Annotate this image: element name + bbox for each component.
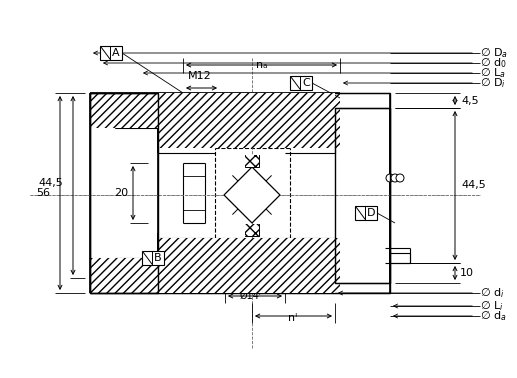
Circle shape	[391, 174, 399, 182]
Bar	[280, 93, 335, 148]
Text: $\emptyset$ L$_i$: $\emptyset$ L$_i$	[480, 299, 504, 313]
Text: 56: 56	[36, 188, 50, 198]
Text: $\emptyset$ d$_a$: $\emptyset$ d$_a$	[480, 309, 507, 323]
Bar	[90, 258, 158, 293]
Text: A: A	[112, 48, 119, 58]
Text: 20: 20	[114, 188, 128, 198]
Text: 10: 10	[460, 268, 474, 278]
Text: $\emptyset$ D$_i$: $\emptyset$ D$_i$	[480, 76, 506, 90]
Bar	[245, 155, 259, 167]
Text: $\emptyset$ d$_i$: $\emptyset$ d$_i$	[480, 286, 505, 300]
Bar	[290, 76, 312, 90]
Text: 44,5: 44,5	[38, 178, 63, 188]
Bar	[245, 224, 259, 236]
Bar	[90, 93, 158, 293]
Text: Ø14ᴵ: Ø14ᴵ	[239, 291, 261, 301]
Bar	[245, 155, 259, 167]
Text: B: B	[154, 253, 162, 263]
Text: 4,5: 4,5	[461, 96, 479, 106]
Bar	[355, 206, 377, 220]
Bar	[158, 238, 335, 293]
Circle shape	[396, 174, 404, 182]
Polygon shape	[224, 167, 280, 223]
Text: nₐ: nₐ	[256, 60, 268, 70]
Circle shape	[386, 174, 394, 182]
Text: M12: M12	[188, 71, 212, 81]
Bar	[90, 93, 158, 128]
Bar	[158, 238, 340, 293]
Bar	[245, 224, 259, 236]
Bar	[158, 93, 335, 148]
Text: $\emptyset$ L$_a$: $\emptyset$ L$_a$	[480, 66, 506, 80]
Bar	[142, 251, 164, 265]
Text: $\emptyset$ D$_a$: $\emptyset$ D$_a$	[480, 46, 508, 60]
Text: D: D	[367, 208, 375, 218]
Bar	[280, 238, 335, 293]
Text: nᴵ: nᴵ	[288, 313, 298, 323]
Bar	[335, 108, 390, 283]
Text: C: C	[302, 78, 310, 88]
Text: 44,5: 44,5	[461, 180, 486, 190]
Bar	[158, 93, 340, 148]
Text: $\emptyset$ d$_0$: $\emptyset$ d$_0$	[480, 56, 507, 70]
Bar	[100, 46, 122, 60]
